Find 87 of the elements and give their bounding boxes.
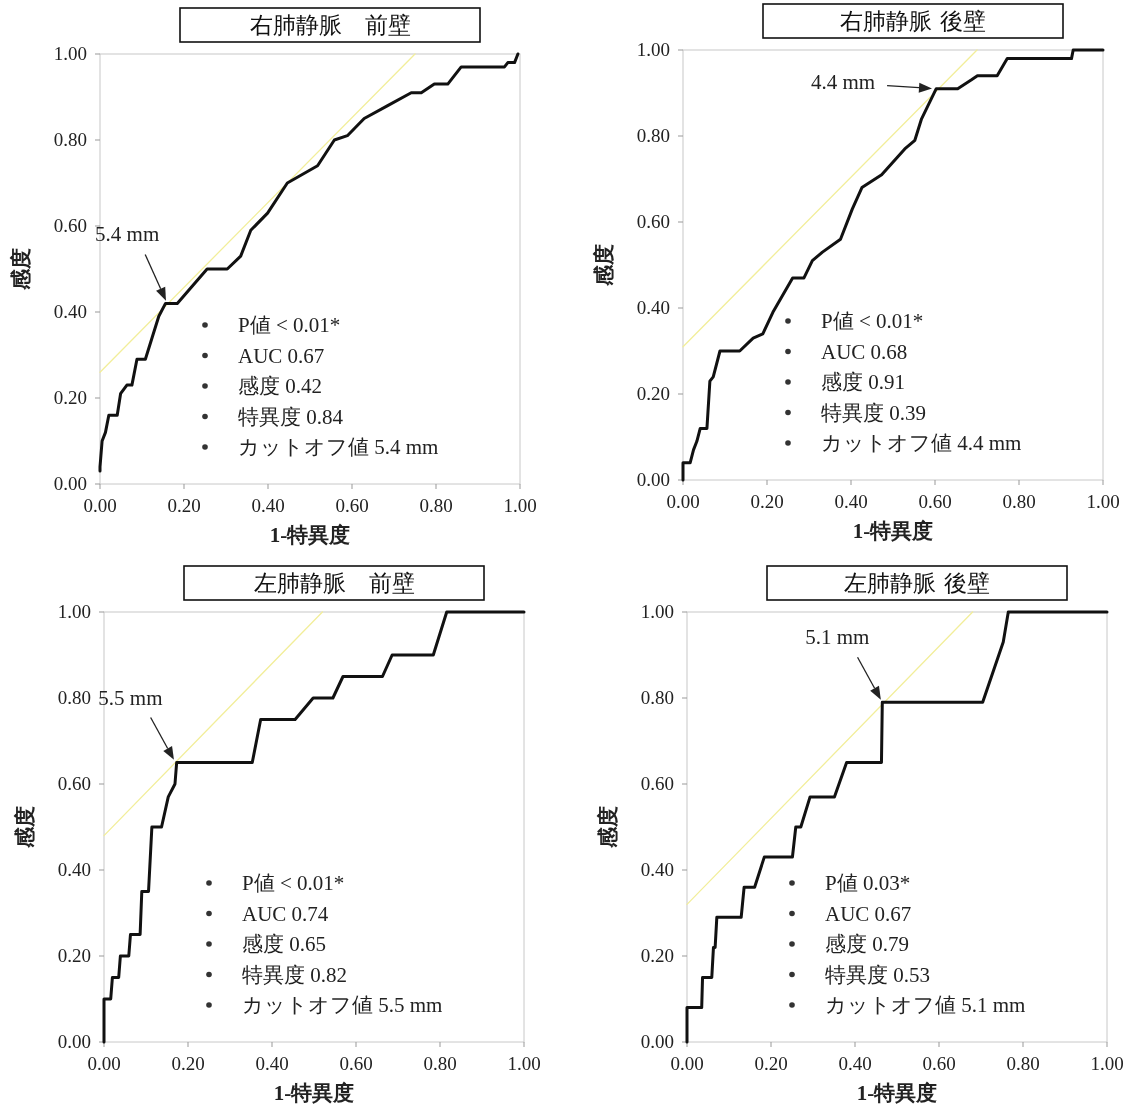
y-tick-label: 0.80: [53, 129, 87, 150]
annotation: カットオフ値 5.4 mm: [238, 435, 439, 459]
y-tick-label: 0.20: [57, 945, 91, 966]
y-tick-label: 0.40: [57, 859, 91, 880]
chart-title: 右肺静脈 前壁: [249, 12, 411, 38]
y-tick-label: 1.00: [53, 43, 87, 64]
y-tick-label: 0.60: [636, 211, 670, 232]
y-tick-label: 0.00: [636, 469, 670, 490]
annotation: 感度 0.42: [238, 374, 322, 398]
x-tick-label: 0.60: [922, 1053, 956, 1074]
x-tick-label: 0.60: [918, 491, 952, 512]
line-series: [98, 52, 520, 473]
annotation: P値 < 0.01*: [821, 309, 924, 333]
annotation: P値 < 0.01*: [242, 871, 345, 895]
annotation: AUC 0.74: [242, 901, 329, 926]
y-tick-label: 0.80: [640, 687, 674, 708]
annotation: カットオフ値 5.1 mm: [825, 993, 1026, 1017]
y-tick-label: 0.80: [57, 687, 91, 708]
y-tick-label: 0.20: [636, 383, 670, 404]
annotation: カットオフ値 4.4 mm: [821, 431, 1022, 455]
annotation: P値 < 0.01*: [238, 313, 341, 337]
line-series: [685, 610, 1109, 1044]
x-tick-label: 0.00: [666, 491, 700, 512]
x-tick-label: 0.20: [167, 495, 201, 516]
annotation: 感度 0.79: [825, 932, 909, 956]
x-tick-label: 1.00: [503, 495, 537, 516]
y-tick-label: 0.40: [636, 297, 670, 318]
y-tick-label: 0.20: [640, 945, 674, 966]
x-tick-label: 0.40: [834, 491, 868, 512]
annotation: 5.1 mm: [805, 625, 870, 650]
annotation: 感度 0.65: [242, 932, 326, 956]
annotation: 感度 0.91: [821, 370, 905, 394]
x-tick-label: 0.00: [83, 495, 117, 516]
annotation: 特異度 0.53: [825, 962, 930, 987]
y-tick-label: 0.00: [57, 1031, 91, 1052]
annotation: P値 0.03*: [825, 871, 911, 895]
y-tick-label: 0.60: [57, 773, 91, 794]
x-tick-label: 0.60: [339, 1053, 373, 1074]
x-axis-title: 1-特異度: [852, 519, 934, 543]
annotation: 5.5 mm: [98, 685, 163, 710]
y-tick-label: 1.00: [640, 601, 674, 622]
y-tick-label: 0.60: [53, 215, 87, 236]
x-tick-label: 0.00: [87, 1053, 121, 1074]
x-tick-label: 0.20: [754, 1053, 788, 1074]
y-tick-label: 0.00: [53, 473, 87, 494]
y-tick-label: 1.00: [636, 39, 670, 60]
x-axis-title: 1-特異度: [273, 1081, 355, 1105]
x-tick-label: 0.20: [750, 491, 784, 512]
y-tick-label: 0.40: [640, 859, 674, 880]
y-tick-label: 1.00: [57, 601, 91, 622]
y-axis-title: 感度: [596, 806, 620, 849]
x-axis-title: 1-特異度: [269, 523, 351, 547]
chart-title: 右肺静脈 後壁: [840, 8, 986, 34]
x-tick-label: 0.80: [1002, 491, 1036, 512]
annotation: 特異度 0.39: [821, 400, 926, 425]
y-tick-label: 0.40: [53, 301, 87, 322]
x-tick-label: 0.40: [838, 1053, 872, 1074]
annotation: 特異度 0.84: [238, 404, 344, 429]
y-axis-title: 感度: [592, 244, 616, 287]
x-tick-label: 0.20: [171, 1053, 205, 1074]
y-axis-title: 感度: [13, 806, 37, 849]
y-tick-label: 0.20: [53, 387, 87, 408]
annotation: 5.4 mm: [95, 222, 160, 247]
x-axis-title: 1-特異度: [856, 1081, 938, 1105]
x-tick-label: 0.40: [251, 495, 285, 516]
annotation: カットオフ値 5.5 mm: [242, 993, 443, 1017]
y-axis-title: 感度: [9, 248, 33, 291]
x-tick-label: 0.80: [423, 1053, 457, 1074]
annotation: AUC 0.68: [821, 339, 908, 364]
x-tick-label: 0.40: [255, 1053, 289, 1074]
y-tick-label: 0.00: [640, 1031, 674, 1052]
annotation: AUC 0.67: [825, 901, 912, 926]
x-tick-label: 0.80: [1006, 1053, 1040, 1074]
x-tick-label: 0.80: [419, 495, 453, 516]
annotation: AUC 0.67: [238, 343, 325, 368]
chart-title: 左肺静脈 後壁: [844, 570, 990, 596]
y-tick-label: 0.80: [636, 125, 670, 146]
annotation: 4.4 mm: [810, 69, 876, 94]
x-tick-label: 0.60: [335, 495, 369, 516]
x-tick-label: 0.00: [670, 1053, 704, 1074]
x-tick-label: 1.00: [507, 1053, 541, 1074]
x-tick-label: 1.00: [1090, 1053, 1124, 1074]
annotation: 特異度 0.82: [242, 962, 347, 987]
x-tick-label: 1.00: [1086, 491, 1120, 512]
y-tick-label: 0.60: [640, 773, 674, 794]
line-series: [681, 48, 1105, 482]
chart-title: 左肺静脈 前壁: [253, 570, 415, 596]
